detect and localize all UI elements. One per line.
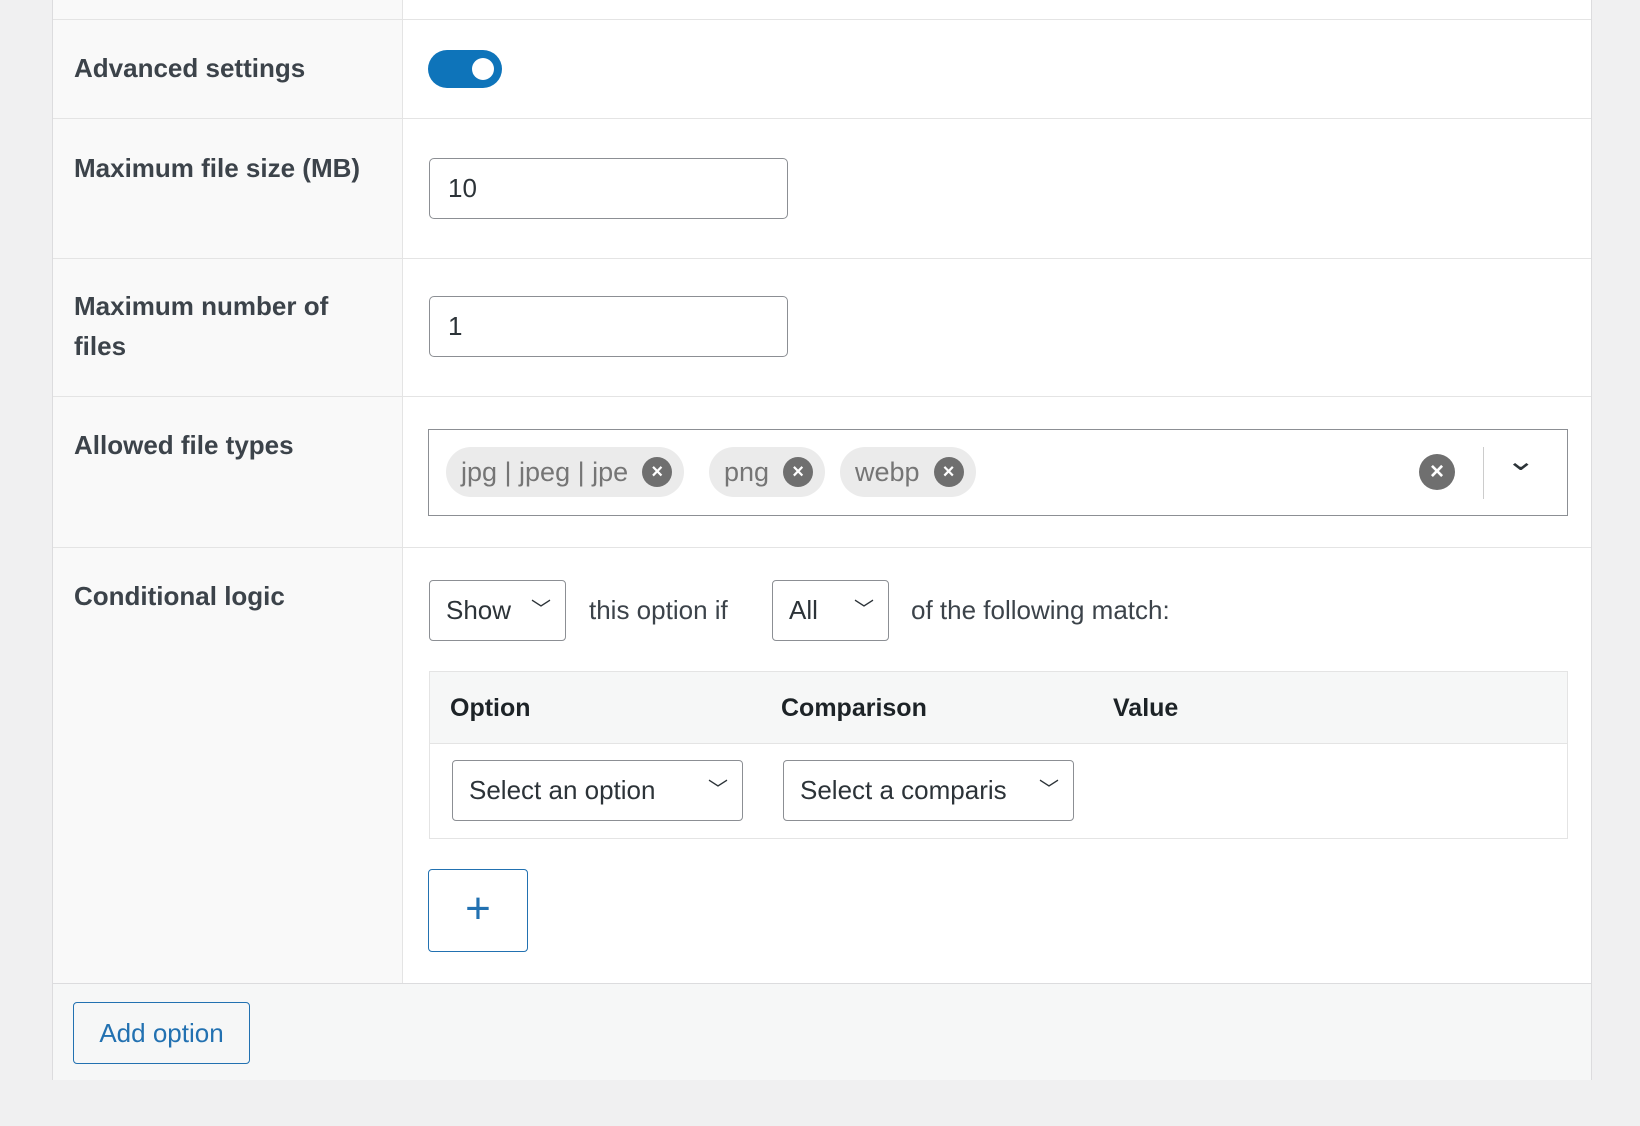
panel-footer: Add option bbox=[53, 983, 1591, 1080]
remove-chip-icon[interactable]: × bbox=[783, 457, 814, 487]
max-file-size-label: Maximum file size (MB) bbox=[74, 153, 361, 183]
header-value: Value bbox=[1113, 694, 1179, 722]
match-select[interactable]: All ﹀ bbox=[772, 580, 889, 641]
match-select-value: All bbox=[789, 595, 818, 625]
chip-label: webp bbox=[855, 457, 920, 487]
toggle-knob bbox=[472, 58, 494, 80]
chevron-down-icon: ﹀ bbox=[1039, 779, 1059, 801]
advanced-settings-label: Advanced settings bbox=[74, 53, 306, 83]
comparison-select-value: Select a comparis bbox=[800, 775, 1007, 805]
header-option: Option bbox=[450, 694, 531, 722]
chevron-down-icon: ﹀ bbox=[531, 599, 551, 621]
add-rule-button[interactable]: + bbox=[428, 869, 528, 952]
option-select-value: Select an option bbox=[469, 775, 656, 805]
condition-text-end: of the following match: bbox=[911, 595, 1170, 625]
advanced-settings-toggle[interactable] bbox=[428, 50, 502, 88]
action-select[interactable]: Show ﹀ bbox=[429, 580, 566, 641]
action-select-value: Show bbox=[446, 595, 512, 625]
divider bbox=[53, 118, 1591, 119]
max-files-label: Maximum number of files bbox=[74, 291, 329, 361]
chevron-down-icon: ﹀ bbox=[708, 779, 728, 801]
clear-all-icon[interactable]: × bbox=[1419, 454, 1455, 490]
chip-jpg: jpg | jpeg | jpe × bbox=[446, 447, 685, 497]
header-comparison: Comparison bbox=[781, 694, 927, 722]
chevron-down-icon: ﹀ bbox=[854, 599, 874, 621]
add-option-button[interactable]: Add option bbox=[73, 1002, 250, 1064]
condition-text-middle: this option if bbox=[589, 595, 728, 625]
separator bbox=[1483, 447, 1484, 499]
allowed-file-types-label: Allowed file types bbox=[74, 430, 294, 460]
chip-png: png × bbox=[709, 447, 826, 497]
divider bbox=[53, 396, 1591, 397]
comparison-select[interactable]: Select a comparis ﹀ bbox=[783, 760, 1074, 821]
chip-webp: webp × bbox=[840, 447, 976, 497]
max-file-size-input[interactable]: 10 bbox=[429, 158, 788, 219]
chip-label: png bbox=[724, 457, 770, 487]
dropdown-chevron-icon[interactable]: ⌄ bbox=[1505, 445, 1536, 476]
chip-label: jpg | jpeg | jpe bbox=[461, 457, 629, 487]
conditional-logic-label: Conditional logic bbox=[74, 581, 285, 611]
max-files-input[interactable]: 1 bbox=[429, 296, 788, 357]
remove-chip-icon[interactable]: × bbox=[933, 457, 964, 487]
divider bbox=[53, 19, 1591, 20]
file-types-multiselect[interactable]: jpg | jpeg | jpe × png × webp × × ⌄ bbox=[428, 429, 1568, 516]
option-select[interactable]: Select an option ﹀ bbox=[452, 760, 743, 821]
divider bbox=[53, 547, 1591, 548]
divider bbox=[53, 258, 1591, 259]
table-header: Option Comparison Value bbox=[430, 672, 1567, 744]
conditions-table: Option Comparison Value Select an option… bbox=[429, 671, 1568, 839]
remove-chip-icon[interactable]: × bbox=[642, 457, 673, 487]
label-column bbox=[53, 0, 403, 983]
settings-panel: Advanced settings Maximum file size (MB)… bbox=[52, 0, 1592, 1080]
